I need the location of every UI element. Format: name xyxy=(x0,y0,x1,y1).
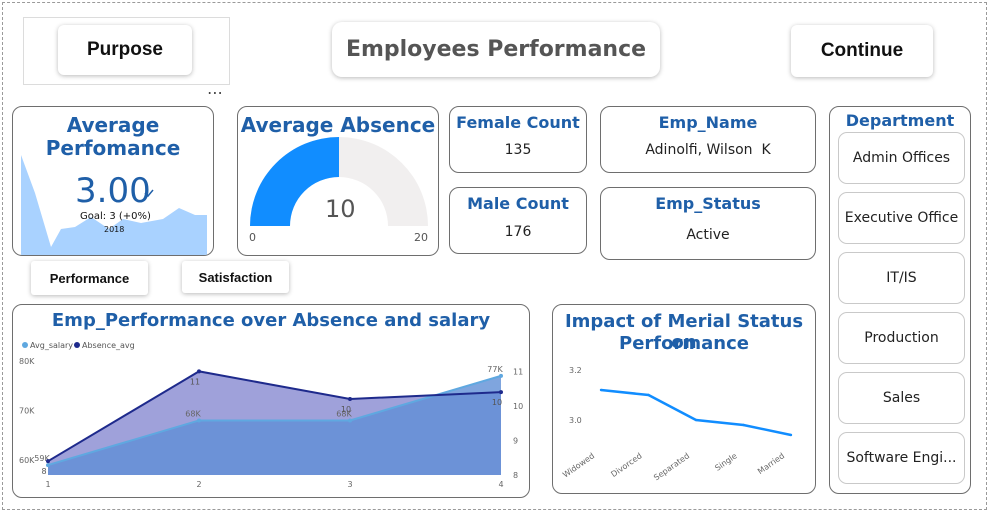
check-icon xyxy=(144,189,154,198)
salary-data-label: 68K xyxy=(336,409,352,418)
salary-point xyxy=(197,418,201,423)
avg-performance-title-1: Average xyxy=(66,113,160,137)
marital-point xyxy=(789,433,793,437)
absence-point xyxy=(46,459,50,464)
department-item-admin-offices[interactable]: Admin Offices xyxy=(838,132,965,184)
emp-status-title: Emp_Status xyxy=(655,194,761,213)
salary-point xyxy=(348,418,352,423)
department-item-executive-office[interactable]: Executive Office xyxy=(838,192,965,244)
marital-status-card: Impact of Merial Status on Performance 3… xyxy=(552,304,816,494)
legend-absence-label: Absence_avg xyxy=(82,341,135,350)
absence-data-label: 8 xyxy=(41,467,46,476)
y-right-tick: 10 xyxy=(513,402,523,411)
absence-point xyxy=(499,390,503,395)
performance-tab-button[interactable]: Performance xyxy=(31,261,148,295)
salary-data-label: 77K xyxy=(487,365,503,374)
average-absence-card: Average Absence 10 0 20 xyxy=(237,106,439,256)
x-category-label: Married xyxy=(756,451,786,476)
absence-line xyxy=(47,370,502,463)
line-chart-title-1: Impact of Merial Status on xyxy=(564,311,804,353)
area-chart-title: Emp_Performance over Absence and salary xyxy=(51,310,491,331)
department-item-it-is[interactable]: IT/IS xyxy=(838,252,965,304)
department-title: Department xyxy=(845,111,955,130)
y-left-tick: 80K xyxy=(19,357,35,366)
avg-performance-title-2: Perfomance xyxy=(45,136,181,160)
salary-point xyxy=(46,463,50,468)
y-tick: 3.0 xyxy=(569,416,582,425)
performance-area xyxy=(21,155,207,255)
y-left-tick: 70K xyxy=(19,407,35,416)
satisfaction-tab-button[interactable]: Satisfaction xyxy=(182,261,289,293)
absence-data-label: 10 xyxy=(492,398,502,407)
gauge-value: 10 xyxy=(325,195,356,223)
purpose-button[interactable]: Purpose xyxy=(58,25,192,75)
male-count-title: Male Count xyxy=(467,194,569,213)
avg-absence-title: Average Absence xyxy=(240,113,436,137)
line-chart: 3.0 3.2 Widowed Divorced Separated Single Marr… xyxy=(561,366,793,482)
emp-name-value: Adinolfi, Wilson K xyxy=(645,142,771,158)
page-title: Employees Performance xyxy=(332,22,660,77)
department-item-production[interactable]: Production xyxy=(838,312,965,364)
avg-performance-year: 2018 xyxy=(104,225,125,234)
emp-status-value: Active xyxy=(686,227,730,243)
absence-data-label: 11 xyxy=(190,377,200,386)
y-right-tick: 11 xyxy=(513,367,523,376)
department-item-software-engineering[interactable]: Software Engi... xyxy=(838,432,965,484)
emp-status-card: Emp_Status Active xyxy=(600,187,816,260)
salary-point xyxy=(499,373,503,378)
salary-line xyxy=(47,374,502,467)
gauge-max: 20 xyxy=(414,231,428,244)
gauge-min: 0 xyxy=(249,231,256,244)
salary-data-label: 68K xyxy=(185,409,201,418)
x-category-label: Single xyxy=(713,451,738,473)
absence-point xyxy=(197,369,201,374)
marital-point xyxy=(742,423,745,427)
department-item-sales[interactable]: Sales xyxy=(838,372,965,424)
male-count-value: 176 xyxy=(504,224,532,240)
area-chart: Avg_salary Absence_avg 59K 68K 68K 77K 8 11 10… xyxy=(19,341,523,489)
y-right-tick: 8 xyxy=(513,471,518,480)
salary-data-label: 59K xyxy=(34,454,50,463)
legend-absence-dot xyxy=(74,342,80,348)
female-count-title: Female Count xyxy=(456,113,580,132)
marital-point xyxy=(694,418,698,422)
line-chart-title-2: Performance xyxy=(619,333,749,354)
female-count-value: 135 xyxy=(504,142,532,158)
dashboard-frame xyxy=(2,2,987,510)
absence-point xyxy=(348,397,352,401)
avg-performance-value: 3.00 xyxy=(75,171,151,211)
x-tick: 4 xyxy=(498,480,503,489)
department-slicer: Department Admin Offices Executive Offic… xyxy=(829,106,971,494)
x-tick: 2 xyxy=(196,480,201,489)
marital-line xyxy=(600,388,792,437)
gauge-fill xyxy=(250,137,339,226)
salary-area xyxy=(48,375,501,475)
female-count-card: Female Count 135 xyxy=(449,106,587,173)
x-category-label: Divorced xyxy=(609,451,643,479)
emp-name-title: Emp_Name xyxy=(658,113,758,132)
performance-sparkline xyxy=(21,155,207,255)
absence-data-label: 10 xyxy=(341,405,351,414)
x-category-label: Widowed xyxy=(561,451,596,479)
marital-point xyxy=(647,393,650,397)
marital-point xyxy=(599,388,603,392)
x-tick: 3 xyxy=(347,480,352,489)
performance-absence-salary-card: Emp_Performance over Absence and salary … xyxy=(12,304,530,498)
legend-salary-dot xyxy=(22,342,28,348)
legend-salary-label: Avg_salary xyxy=(30,341,73,350)
y-left-tick: 60K xyxy=(19,456,35,465)
emp-name-card: Emp_Name Adinolfi, Wilson K xyxy=(600,106,816,173)
y-tick: 3.2 xyxy=(569,366,582,375)
male-count-card: Male Count 176 xyxy=(449,187,587,254)
more-options-icon[interactable]: ⋯ xyxy=(207,83,223,102)
average-performance-card: Average Perfomance 3.00 Goal: 3 (+0%) 20… xyxy=(12,106,214,256)
purpose-panel xyxy=(23,17,230,85)
x-category-label: Separated xyxy=(652,451,691,482)
avg-performance-goal: Goal: 3 (+0%) xyxy=(80,211,151,222)
continue-button[interactable]: Continue xyxy=(791,25,933,77)
y-right-tick: 9 xyxy=(513,436,518,445)
x-tick: 1 xyxy=(45,480,50,489)
absence-gauge xyxy=(250,137,428,226)
